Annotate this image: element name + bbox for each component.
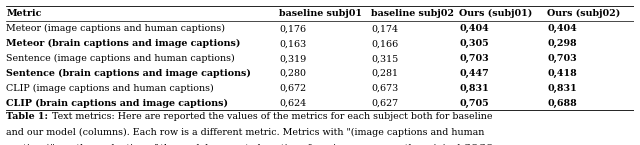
- Text: CLIP (brain captions and image captions): CLIP (brain captions and image captions): [6, 99, 228, 108]
- Text: 0,447: 0,447: [460, 69, 489, 78]
- Text: 0,305: 0,305: [460, 39, 489, 48]
- Text: 0,672: 0,672: [279, 84, 307, 93]
- Text: 0,319: 0,319: [279, 54, 307, 63]
- Text: Metric: Metric: [6, 9, 42, 18]
- Text: 0,624: 0,624: [279, 99, 307, 108]
- Text: baseline subj01: baseline subj01: [279, 9, 362, 18]
- Text: 0,703: 0,703: [460, 54, 489, 63]
- Text: 0,705: 0,705: [460, 99, 489, 108]
- Text: baseline subj02: baseline subj02: [371, 9, 454, 18]
- Text: CLIP (image captions and human captions): CLIP (image captions and human captions): [6, 84, 214, 93]
- Text: 0,166: 0,166: [371, 39, 399, 48]
- Text: 0,281: 0,281: [371, 69, 399, 78]
- Text: Ours (subj02): Ours (subj02): [547, 9, 620, 18]
- Text: 0,298: 0,298: [547, 39, 577, 48]
- Text: captions)" are the evaluation of the model-generated captions from images versus: captions)" are the evaluation of the mod…: [6, 144, 494, 145]
- Text: and our model (columns). Each row is a different metric. Metrics with "(image ca: and our model (columns). Each row is a d…: [6, 128, 484, 137]
- Text: 0,404: 0,404: [547, 24, 577, 33]
- Text: Table 1:: Table 1:: [6, 112, 49, 121]
- Text: 0,688: 0,688: [547, 99, 577, 108]
- Text: 0,418: 0,418: [547, 69, 577, 78]
- Text: 0,163: 0,163: [279, 39, 307, 48]
- Text: 0,315: 0,315: [371, 54, 399, 63]
- Text: 0,831: 0,831: [460, 84, 489, 93]
- Text: Sentence (image captions and human captions): Sentence (image captions and human capti…: [6, 54, 235, 63]
- Text: 0,280: 0,280: [279, 69, 306, 78]
- Text: 0,176: 0,176: [279, 24, 307, 33]
- Text: Meteor (brain captions and image captions): Meteor (brain captions and image caption…: [6, 39, 241, 48]
- Text: Ours (subj01): Ours (subj01): [460, 9, 532, 18]
- Text: 0,831: 0,831: [547, 84, 577, 93]
- Text: 0,673: 0,673: [371, 84, 399, 93]
- Text: Sentence (brain captions and image captions): Sentence (brain captions and image capti…: [6, 69, 252, 78]
- Text: Meteor (image captions and human captions): Meteor (image captions and human caption…: [6, 24, 225, 33]
- Text: 0,627: 0,627: [371, 99, 399, 108]
- Text: 0,703: 0,703: [547, 54, 577, 63]
- Text: 0,404: 0,404: [460, 24, 489, 33]
- Text: Text metrics: Here are reported the values of the metrics for each subject both : Text metrics: Here are reported the valu…: [49, 112, 493, 121]
- Text: 0,174: 0,174: [371, 24, 399, 33]
